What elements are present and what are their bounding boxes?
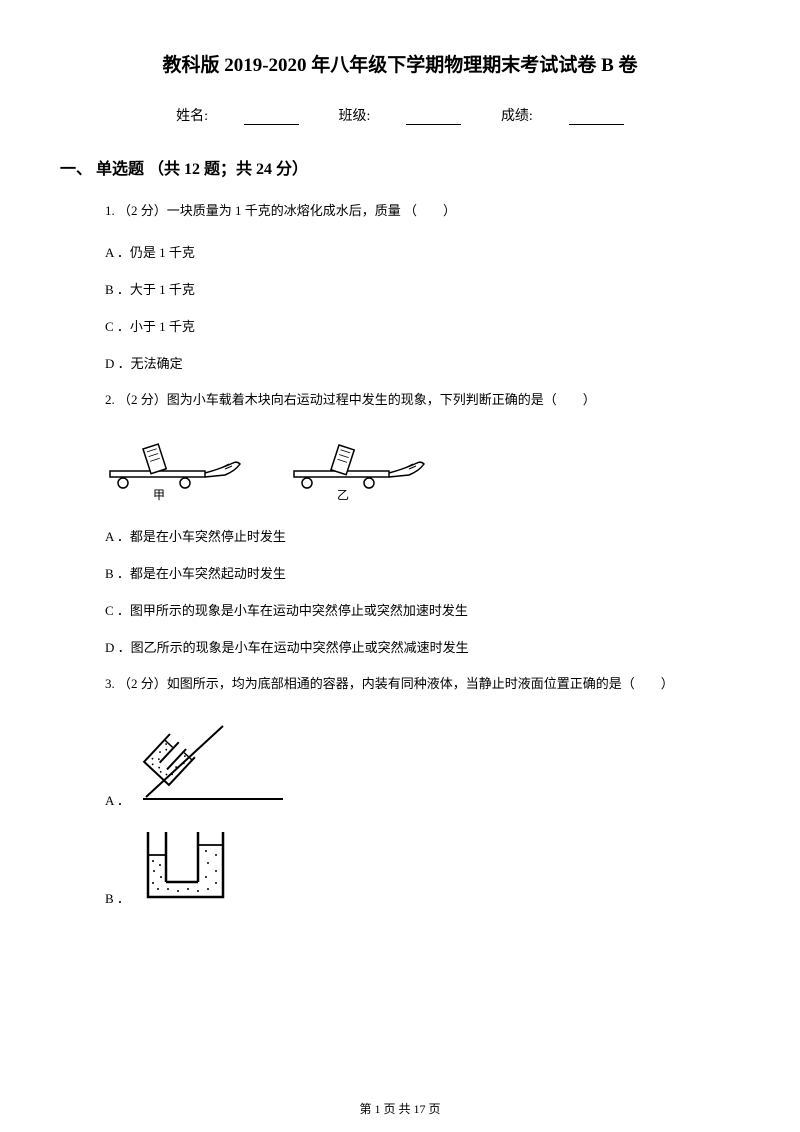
inclined-tube-icon bbox=[138, 714, 288, 809]
page-footer: 第 1 页 共 17 页 bbox=[0, 1100, 800, 1117]
page-title: 教科版 2019-2020 年八年级下学期物理期末考试试卷 B 卷 bbox=[60, 50, 740, 77]
cart-block-left-icon: 甲 bbox=[105, 431, 245, 501]
question-3: 3. （2 分）如图所示，均为底部相通的容器，内装有同种液体，当静止时液面位置正… bbox=[105, 674, 740, 695]
q1-option-d: D ．无法确定 bbox=[105, 353, 740, 372]
name-blank bbox=[244, 111, 299, 125]
section-header: 一、 单选题 （共 12 题；共 24 分） bbox=[60, 155, 740, 179]
q2-option-c: C ．图甲所示的现象是小车在运动中突然停止或突然加速时发生 bbox=[105, 600, 740, 619]
q3-b-label: B ． bbox=[105, 888, 130, 907]
class-blank bbox=[406, 111, 461, 125]
q2-option-d: D ．图乙所示的现象是小车在运动中突然停止或突然减速时发生 bbox=[105, 637, 740, 656]
q3-option-b: B ． bbox=[105, 827, 740, 907]
q3-option-a: A ． bbox=[105, 714, 740, 809]
svg-text:乙: 乙 bbox=[337, 488, 349, 501]
q1-option-c: C ．小于 1 千克 bbox=[105, 316, 740, 335]
q2-figures: 甲 乙 bbox=[105, 431, 740, 506]
score-blank bbox=[569, 111, 624, 125]
class-label: 班级: bbox=[339, 109, 371, 124]
svg-text:甲: 甲 bbox=[153, 488, 165, 501]
q3-a-label: A ． bbox=[105, 790, 130, 809]
question-2: 2. （2 分）图为小车载着木块向右运动过程中发生的现象，下列判断正确的是（ ） bbox=[105, 390, 740, 411]
name-label: 姓名: bbox=[176, 109, 208, 124]
u-tube-icon bbox=[138, 827, 248, 907]
q1-option-b: B ．大于 1 千克 bbox=[105, 279, 740, 298]
q2-figure-right: 乙 bbox=[289, 431, 429, 506]
score-label: 成绩: bbox=[501, 109, 533, 124]
q1-option-a: A ．仍是 1 千克 bbox=[105, 242, 740, 261]
q2-figure-left: 甲 bbox=[105, 431, 245, 506]
q2-option-b: B ．都是在小车突然起动时发生 bbox=[105, 563, 740, 582]
question-1: 1. （2 分）一块质量为 1 千克的冰熔化成水后，质量 （ ） bbox=[105, 201, 740, 222]
q2-option-a: A ．都是在小车突然停止时发生 bbox=[105, 526, 740, 545]
cart-block-right-icon: 乙 bbox=[289, 431, 429, 501]
student-info-row: 姓名: 班级: 成绩: bbox=[60, 105, 740, 125]
